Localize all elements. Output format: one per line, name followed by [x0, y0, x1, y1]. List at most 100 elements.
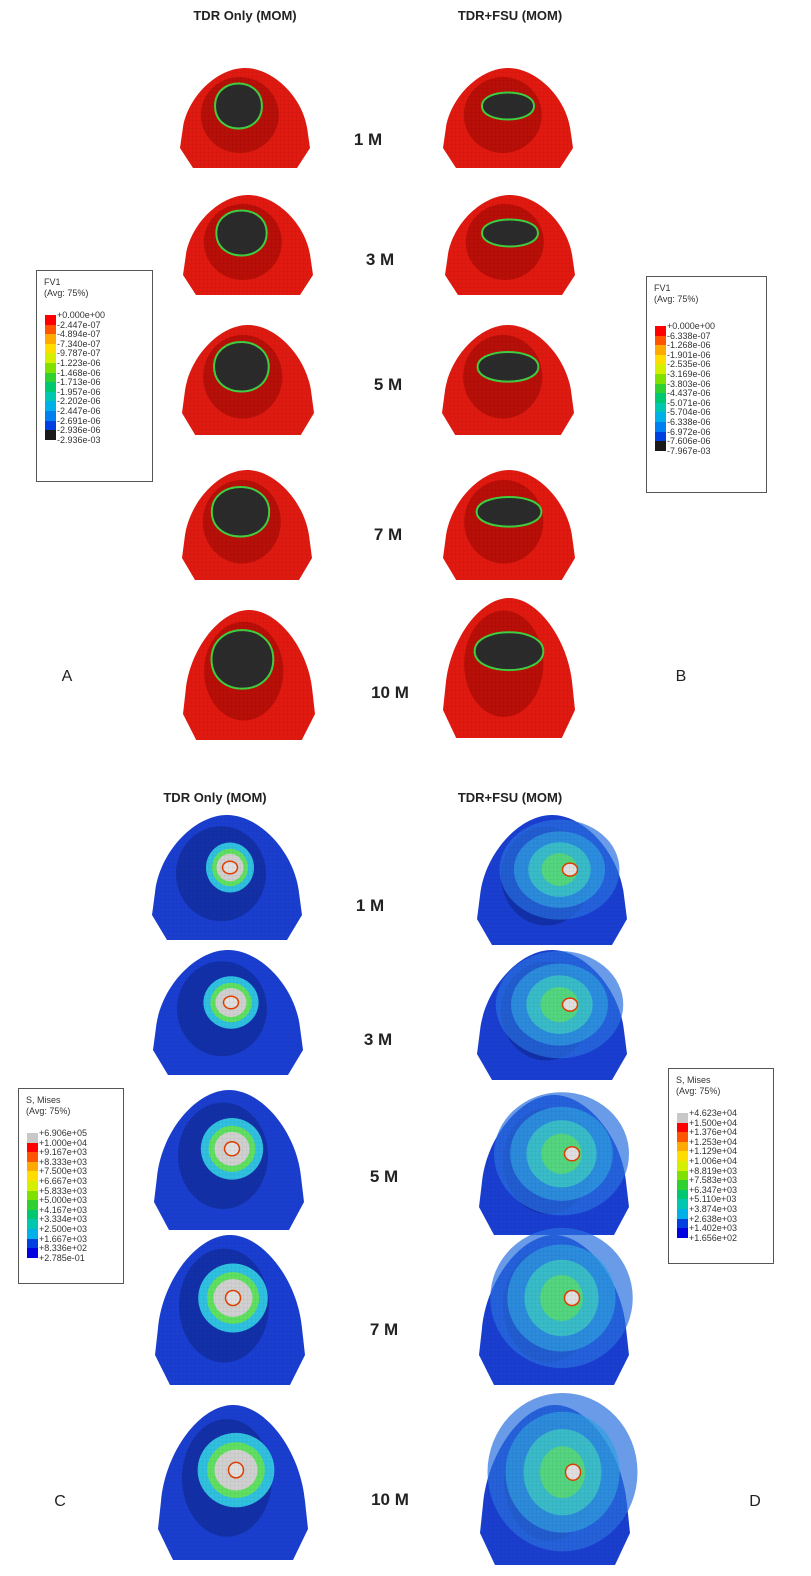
- legend-fv1-tdr-only: FV1 (Avg: 75%) +0.000e+00 -2.447e-07 -4.894…: [36, 270, 153, 482]
- legend-swatch: [677, 1199, 688, 1209]
- legend-swatch: [45, 324, 56, 335]
- legend-swatch: [45, 430, 56, 440]
- legend-fv1-tdr-fsu: FV1 (Avg: 75%) +0.000e+00 -6.338e-07 -1.268…: [646, 276, 767, 493]
- legend-value: +2.500e+03: [39, 1223, 88, 1234]
- legend-swatch: [655, 364, 666, 374]
- legend-value: -3.803e-06: [667, 378, 711, 389]
- fe-model-fv-left-1: [183, 195, 313, 295]
- panel-letter-d: D: [749, 1493, 761, 1510]
- legend-swatch: [45, 382, 56, 392]
- legend-value: -2.936e-06: [57, 425, 101, 436]
- time-label-top-1m: 1 M: [353, 130, 383, 149]
- legend-swatch: [677, 1218, 688, 1229]
- legend-swatch: [45, 362, 56, 373]
- legend-value: +6.347e+03: [689, 1184, 738, 1195]
- legend-value: -1.223e-06: [57, 357, 101, 368]
- legend-swatch: [677, 1189, 688, 1200]
- time-label-top-10m: 10 M: [371, 683, 409, 702]
- time-label-bottom-5m: 5 M: [369, 1167, 399, 1186]
- legend-value: +8.336e+02: [39, 1243, 88, 1254]
- legend-swatch: [677, 1180, 688, 1190]
- legend-swatch: [655, 335, 666, 346]
- legend-value: -2.535e-06: [667, 359, 711, 370]
- legend-subtitle: (Avg: 75%): [676, 1086, 721, 1096]
- legend-swatch: [655, 412, 666, 422]
- time-label-top-5m: 5 M: [373, 375, 403, 394]
- panel-letter-b: B: [675, 668, 687, 685]
- time-label-bottom-1m: 1 M: [355, 896, 385, 915]
- fe-model-mises-right-1: [477, 950, 627, 1080]
- legend-value: +1.006e+04: [689, 1155, 738, 1166]
- legend-swatch: [27, 1142, 38, 1153]
- legend-value: +4.623e+04: [689, 1108, 738, 1118]
- legend-color-bar: [677, 1113, 688, 1238]
- legend-swatch: [45, 410, 56, 421]
- legend-value: +1.129e+04: [689, 1146, 738, 1157]
- legend-swatch: [655, 354, 666, 365]
- legend-value: +1.500e+04: [689, 1117, 738, 1128]
- fe-model-fv-right-1: [445, 195, 575, 295]
- legend-swatch: [45, 353, 56, 363]
- fe-model-fv-left-3: [182, 470, 312, 580]
- legend-subtitle: (Avg: 75%): [44, 288, 89, 298]
- fe-model-fv-right-0: [443, 68, 573, 168]
- legend-swatch: [677, 1122, 688, 1133]
- legend-swatch: [27, 1171, 38, 1181]
- legend-value: +5.000e+03: [39, 1195, 88, 1206]
- time-label-bottom-10m: 10 M: [371, 1490, 409, 1509]
- legend-value: +0.000e+00: [667, 321, 716, 331]
- legend-title: S, Mises: [26, 1095, 61, 1105]
- legend-value: -1.713e-06: [57, 377, 101, 388]
- legend-swatch: [677, 1151, 688, 1161]
- fe-model-mises-right-4: [480, 1393, 638, 1565]
- fe-model-mises-right-2: [479, 1092, 629, 1235]
- legend-value: -6.338e-07: [667, 330, 711, 341]
- legend-subtitle: (Avg: 75%): [26, 1106, 71, 1116]
- header-top-left: TDR Only (MOM): [193, 8, 297, 23]
- legend-mises-tdr-only: S, Mises (Avg: 75%) +6.906e+05 +1.000e+04 +…: [18, 1088, 124, 1284]
- legend-swatch: [27, 1161, 38, 1172]
- fe-model-mises-left-3: [155, 1235, 305, 1385]
- legend-values: +6.906e+05 +1.000e+04 +9.167e+03 +8.333e+03…: [39, 1128, 88, 1263]
- legend-swatch: [45, 401, 56, 411]
- fe-model-mises-left-0: [152, 815, 302, 940]
- legend-value: +5.833e+03: [39, 1185, 88, 1196]
- legend-value: +1.402e+03: [689, 1223, 738, 1234]
- fe-model-fv-right-3: [443, 470, 575, 580]
- legend-swatch: [677, 1141, 688, 1152]
- legend-swatch: [677, 1228, 688, 1238]
- legend-value: -7.967e-03: [667, 445, 711, 456]
- legend-value: -7.340e-07: [57, 338, 101, 349]
- legend-value: +1.376e+04: [689, 1127, 738, 1138]
- fe-model-mises-left-2: [154, 1090, 304, 1230]
- legend-title: S, Mises: [676, 1075, 711, 1085]
- legend-swatch: [45, 334, 56, 344]
- legend-swatch: [27, 1228, 38, 1239]
- legend-value: -1.268e-06: [667, 340, 711, 351]
- legend-color-bar: [655, 326, 666, 451]
- legend-value: +7.583e+03: [689, 1175, 738, 1186]
- legend-values: +0.000e+00 -2.447e-07 -4.894e-07 -7.340e-07…: [57, 310, 106, 445]
- legend-color-bar: [27, 1133, 38, 1258]
- legend-value: -7.606e-06: [667, 436, 711, 447]
- legend-swatch: [45, 420, 56, 431]
- legend-title: FV1: [44, 277, 61, 287]
- legend-value: +1.667e+03: [39, 1233, 88, 1244]
- legend-swatch: [27, 1219, 38, 1229]
- time-label-top-7m: 7 M: [373, 525, 403, 544]
- legend-swatch: [677, 1170, 688, 1181]
- header-bottom-right: TDR+FSU (MOM): [457, 790, 563, 805]
- legend-value: -5.704e-06: [667, 407, 711, 418]
- legend-swatch: [45, 315, 56, 325]
- legend-value: +0.000e+00: [57, 310, 106, 320]
- legend-color-bar: [45, 315, 56, 440]
- legend-swatch: [655, 326, 666, 336]
- fe-model-fv-right-2: [442, 325, 574, 435]
- legend-swatch: [27, 1152, 38, 1162]
- legend-swatch: [655, 441, 666, 451]
- legend-value: +1.656e+02: [689, 1232, 738, 1243]
- legend-value: -6.972e-06: [667, 426, 711, 437]
- legend-value: +4.167e+03: [39, 1204, 88, 1215]
- legend-swatch: [677, 1160, 688, 1171]
- legend-swatch: [677, 1208, 688, 1219]
